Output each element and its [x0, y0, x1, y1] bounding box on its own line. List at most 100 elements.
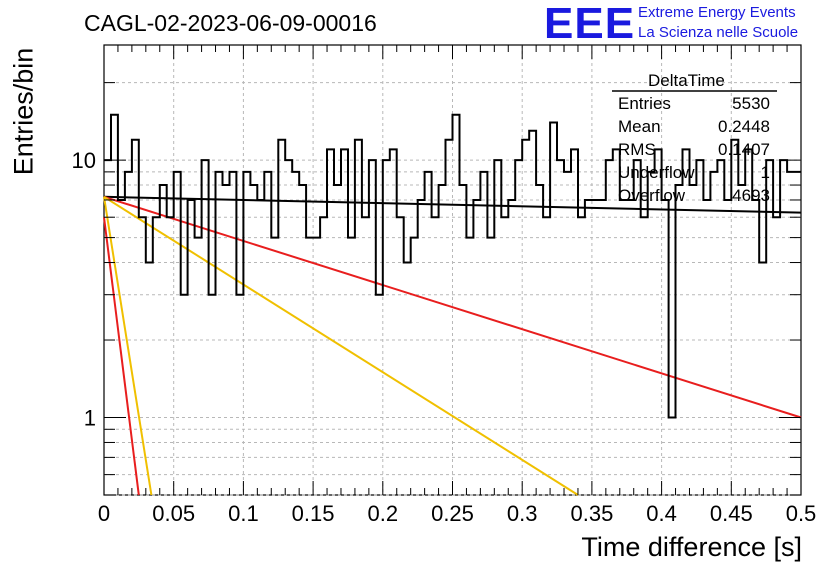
histogram-bin	[787, 172, 794, 495]
fit-line	[103, 195, 579, 496]
x-tick-label: 0	[98, 501, 110, 526]
x-tick-label: 0.25	[431, 501, 474, 526]
histogram-bin	[592, 200, 599, 495]
histogram-bin	[557, 160, 564, 495]
histogram-bin	[397, 217, 404, 495]
histogram-bin	[292, 172, 299, 495]
y-tick-label: 10	[72, 148, 96, 173]
histogram-bin	[466, 238, 473, 495]
histogram-bin	[752, 200, 759, 495]
x-tick-label: 0.4	[646, 501, 677, 526]
stats-value-underflow: 1	[760, 163, 770, 182]
histogram-bin	[411, 238, 418, 495]
histogram-bin	[432, 217, 439, 495]
histogram-bin	[564, 172, 571, 495]
stats-box-title: DeltaTime	[648, 71, 725, 90]
histogram-bin	[571, 149, 578, 495]
histogram-bin	[118, 200, 125, 495]
histogram-bin	[522, 140, 529, 495]
fit-lines	[103, 195, 802, 496]
histogram-bin	[376, 295, 383, 495]
stats-label-mean: Mean	[618, 117, 661, 136]
histogram-bin	[620, 200, 627, 495]
histogram-bin	[243, 172, 250, 495]
fit-line	[103, 196, 153, 496]
histogram-bin	[634, 160, 641, 495]
histogram-bin	[473, 200, 480, 495]
histogram-bin	[446, 140, 453, 495]
eee-logo-line2: La Scienza nelle Scuole	[638, 24, 799, 41]
histogram-bin	[641, 217, 648, 495]
histogram-bin	[501, 217, 508, 495]
histogram-bin	[313, 238, 320, 495]
histogram-bin	[257, 200, 264, 495]
axis-ticks: 0 0.05 0.1 0.15 0.2 0.25 0.3 0.35 0.4 0.45 0.5 1 10	[72, 45, 817, 526]
x-axis-label: Time difference [s]	[581, 532, 802, 562]
histogram-bin	[320, 217, 327, 495]
histogram-bin	[216, 172, 223, 495]
stats-value-mean: 0.2448	[718, 117, 770, 136]
fit-line	[103, 195, 802, 214]
stats-label-underflow: Underflow	[618, 163, 695, 182]
eee-logo: EEE	[544, 0, 636, 48]
histogram-bin	[418, 200, 425, 495]
fit-line	[103, 195, 802, 419]
histogram-bin	[627, 200, 634, 495]
histogram-bin	[543, 217, 550, 495]
histogram-bin	[285, 160, 292, 495]
histogram-bin	[703, 200, 710, 495]
x-tick-label: 0.3	[507, 501, 538, 526]
histogram-bin	[383, 160, 390, 495]
histogram-bin	[153, 217, 160, 495]
x-tick-label: 0.5	[786, 501, 817, 526]
x-tick-label: 0.35	[570, 501, 613, 526]
histogram-bin	[724, 200, 731, 495]
histogram-bin	[606, 160, 613, 495]
histogram-bin	[306, 238, 313, 495]
histogram-bin	[794, 172, 801, 495]
stats-label-rms: RMS	[618, 140, 656, 159]
histogram-bin	[181, 295, 188, 495]
fit-line	[103, 217, 140, 496]
eee-logo-line1: Extreme Energy Events	[638, 4, 796, 21]
y-axis-label: Entries/bin	[8, 47, 39, 176]
histogram-bin	[362, 217, 369, 495]
y-tick-label: 1	[84, 406, 96, 431]
histogram-bin	[202, 160, 209, 495]
histogram-bin	[710, 172, 717, 495]
histogram-bin	[404, 263, 411, 496]
x-tick-label: 0.15	[292, 501, 335, 526]
histogram-bin	[425, 172, 432, 495]
histogram-outline	[104, 113, 801, 419]
stats-label-entries: Entries	[618, 94, 671, 113]
stats-label-overflow: Overflow	[618, 186, 686, 205]
histogram-bin	[648, 172, 655, 495]
histogram-bin	[662, 200, 669, 495]
x-tick-label: 0.2	[368, 501, 399, 526]
x-tick-label: 0.45	[710, 501, 753, 526]
histogram-bin	[599, 200, 606, 495]
histogram-bin	[188, 200, 195, 495]
histogram-bin	[236, 295, 243, 495]
histogram-bin	[104, 160, 111, 495]
histogram-bin	[167, 217, 174, 495]
stats-value-rms: 0.1407	[718, 140, 770, 159]
chart-title: CAGL-02-2023-06-09-00016	[84, 10, 377, 36]
histogram-series	[104, 113, 801, 496]
histogram-bin	[487, 238, 494, 495]
x-tick-label: 0.1	[228, 501, 259, 526]
histogram-bin	[759, 263, 766, 496]
histogram-bin	[209, 295, 216, 495]
histogram-bin	[578, 217, 585, 495]
histogram-bin	[264, 172, 271, 495]
histogram-bin	[271, 238, 278, 495]
stats-value-entries: 5530	[732, 94, 770, 113]
x-tick-label: 0.05	[152, 501, 195, 526]
histogram-bin	[550, 123, 557, 496]
stats-value-overflow: 4693	[732, 186, 770, 205]
histogram-bin	[355, 140, 362, 495]
histogram-bin	[480, 172, 487, 495]
histogram-bin	[773, 217, 780, 495]
histogram-bin	[278, 140, 285, 495]
